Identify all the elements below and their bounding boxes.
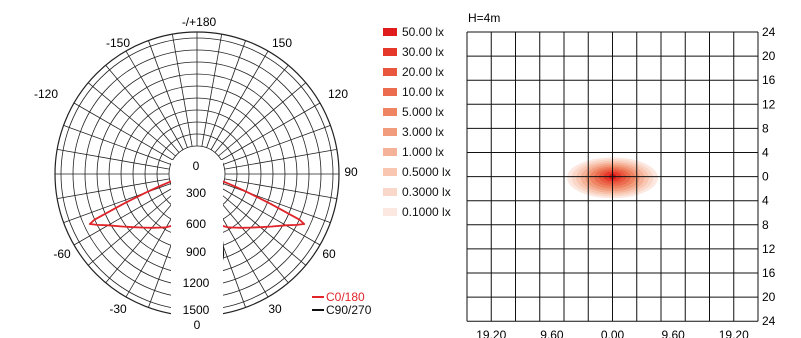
polar-grid-spoke <box>125 50 184 150</box>
polar-grid-spoke <box>171 34 193 147</box>
isolux-legend-label: 3.000 lx <box>402 125 444 139</box>
angle-label-120: 120 <box>328 87 348 101</box>
radial-labels: 0 300 600 900 1200 1500 <box>183 159 210 317</box>
polar-grid-spoke <box>218 82 307 157</box>
angle-label-180: -/+180 <box>182 15 217 29</box>
polar-grid-spoke <box>57 178 170 200</box>
isolux-y-tick-label: 12 <box>762 242 776 256</box>
isolux-y-tick-label: 4 <box>762 146 769 160</box>
polar-grid-spoke <box>148 40 188 148</box>
isolux-y-tick-label: 16 <box>762 73 776 87</box>
angle-label-neg150: -150 <box>106 36 130 50</box>
polar-legend: C0/180 C90/270 <box>312 290 372 317</box>
angle-label-neg60: -60 <box>53 247 71 261</box>
angle-label-60: 60 <box>322 247 336 261</box>
angle-label-150: 150 <box>272 36 292 50</box>
radial-label-strip <box>171 160 223 318</box>
isolux-legend-swatch <box>383 48 397 56</box>
polar-grid-spoke <box>218 191 307 266</box>
radial-label-300: 300 <box>186 186 206 200</box>
isolux-legend-swatch <box>383 88 397 96</box>
polar-grid-spoke <box>73 102 173 161</box>
radial-label-1200: 1200 <box>183 276 210 290</box>
isolux-x-tick-label: 9.60 <box>661 328 685 338</box>
isolux-y-tick-label: 0 <box>762 170 769 184</box>
polar-grid-spoke <box>224 148 337 170</box>
isolux-legend-swatch <box>383 28 397 36</box>
polar-grid-spoke <box>105 64 180 153</box>
polar-grid-spoke <box>214 195 289 284</box>
isolux-x-tick-label: 9.60 <box>540 328 564 338</box>
isolux-title: H=4m <box>468 11 500 25</box>
isolux-y-tick-label: 4 <box>762 194 769 208</box>
angle-label-neg120: -120 <box>34 87 58 101</box>
polar-grid-spoke <box>214 64 289 153</box>
isolux-legend-swatch <box>383 188 397 196</box>
isolux-legend-swatch <box>383 108 397 116</box>
radial-label-0: 0 <box>193 159 200 173</box>
isolux-legend-label: 0.3000 lx <box>402 185 451 199</box>
isolux-y-tick-label: 20 <box>762 290 776 304</box>
isolux-legend-label: 0.5000 lx <box>402 165 451 179</box>
polar-grid-spoke <box>210 50 269 150</box>
polar-grid-spoke <box>57 148 170 170</box>
isolux-diagram: H=4m 19.20 9.60 0.00 9.60 19.20 24 20 16 12 8 4 0 4… <box>466 11 776 338</box>
angle-label-30: 30 <box>268 302 282 316</box>
isolux-y-tick-label: 12 <box>762 97 776 111</box>
polar-grid-spoke <box>87 191 176 266</box>
polar-grid-spoke <box>87 82 176 157</box>
isolux-legend-label: 10.00 lx <box>402 85 444 99</box>
isolux-legend-label: 1.000 lx <box>402 145 444 159</box>
polar-diagram: 0 300 600 900 1200 1500 -/+180 -150 150 … <box>34 15 372 332</box>
radial-label-600: 600 <box>186 217 206 231</box>
isolux-y-tick-label: 24 <box>762 25 776 39</box>
isolux-legend-label: 0.1000 lx <box>402 205 451 219</box>
isolux-legend-swatch <box>383 168 397 176</box>
polar-grid-spoke <box>201 34 223 147</box>
isolux-legend: 50.00 lx 30.00 lx 20.00 lx 10.00 lx 5.000 lx… <box>383 25 451 219</box>
radial-label-900: 900 <box>186 245 206 259</box>
isolux-x-tick-label: 19.20 <box>476 328 506 338</box>
polar-grid-spoke <box>224 178 337 200</box>
isolux-legend-label: 20.00 lx <box>402 65 444 79</box>
legend-label-c90-270: C90/270 <box>326 303 372 317</box>
polar-grid-spoke <box>221 102 321 161</box>
isolux-x-tick-labels: 19.20 9.60 0.00 9.60 19.20 <box>476 328 749 338</box>
legend-label-c0-180: C0/180 <box>326 290 365 304</box>
radial-label-1500: 1500 <box>183 303 210 317</box>
isolux-y-tick-labels: 24 20 16 12 8 4 0 4 8 12 16 20 24 <box>762 25 776 328</box>
angle-label-neg30: -30 <box>109 302 127 316</box>
angle-label-90: 90 <box>344 165 358 179</box>
isolux-y-tick-label: 8 <box>762 218 769 232</box>
isolux-legend-swatch <box>383 148 397 156</box>
polar-grid-spoke <box>206 40 246 148</box>
angle-labels: -/+180 -150 150 -120 120 90 60 -60 -30 3… <box>34 15 358 332</box>
isolux-x-tick-label: 19.20 <box>719 328 749 338</box>
polar-grid-spoke <box>73 187 173 246</box>
isolux-legend-swatch <box>383 68 397 76</box>
isolux-x-tick-label: 0.00 <box>601 328 625 338</box>
isolux-legend-swatch <box>383 208 397 216</box>
isolux-legend-label: 30.00 lx <box>402 45 444 59</box>
polar-grid-spoke <box>223 125 331 165</box>
isolux-y-tick-label: 8 <box>762 121 769 135</box>
isolux-y-tick-label: 20 <box>762 49 776 63</box>
isolux-legend-label: 5.000 lx <box>402 105 444 119</box>
isolux-y-tick-label: 24 <box>762 314 776 328</box>
isolux-legend-label: 50.00 lx <box>402 25 444 39</box>
polar-grid-spoke <box>63 125 171 165</box>
isolux-grid <box>466 31 759 322</box>
isolux-y-tick-label: 16 <box>762 266 776 280</box>
angle-label-0: 0 <box>194 318 201 332</box>
isolux-legend-swatch <box>383 128 397 136</box>
polar-grid-spoke <box>105 195 180 284</box>
polar-grid-spoke <box>221 187 321 246</box>
